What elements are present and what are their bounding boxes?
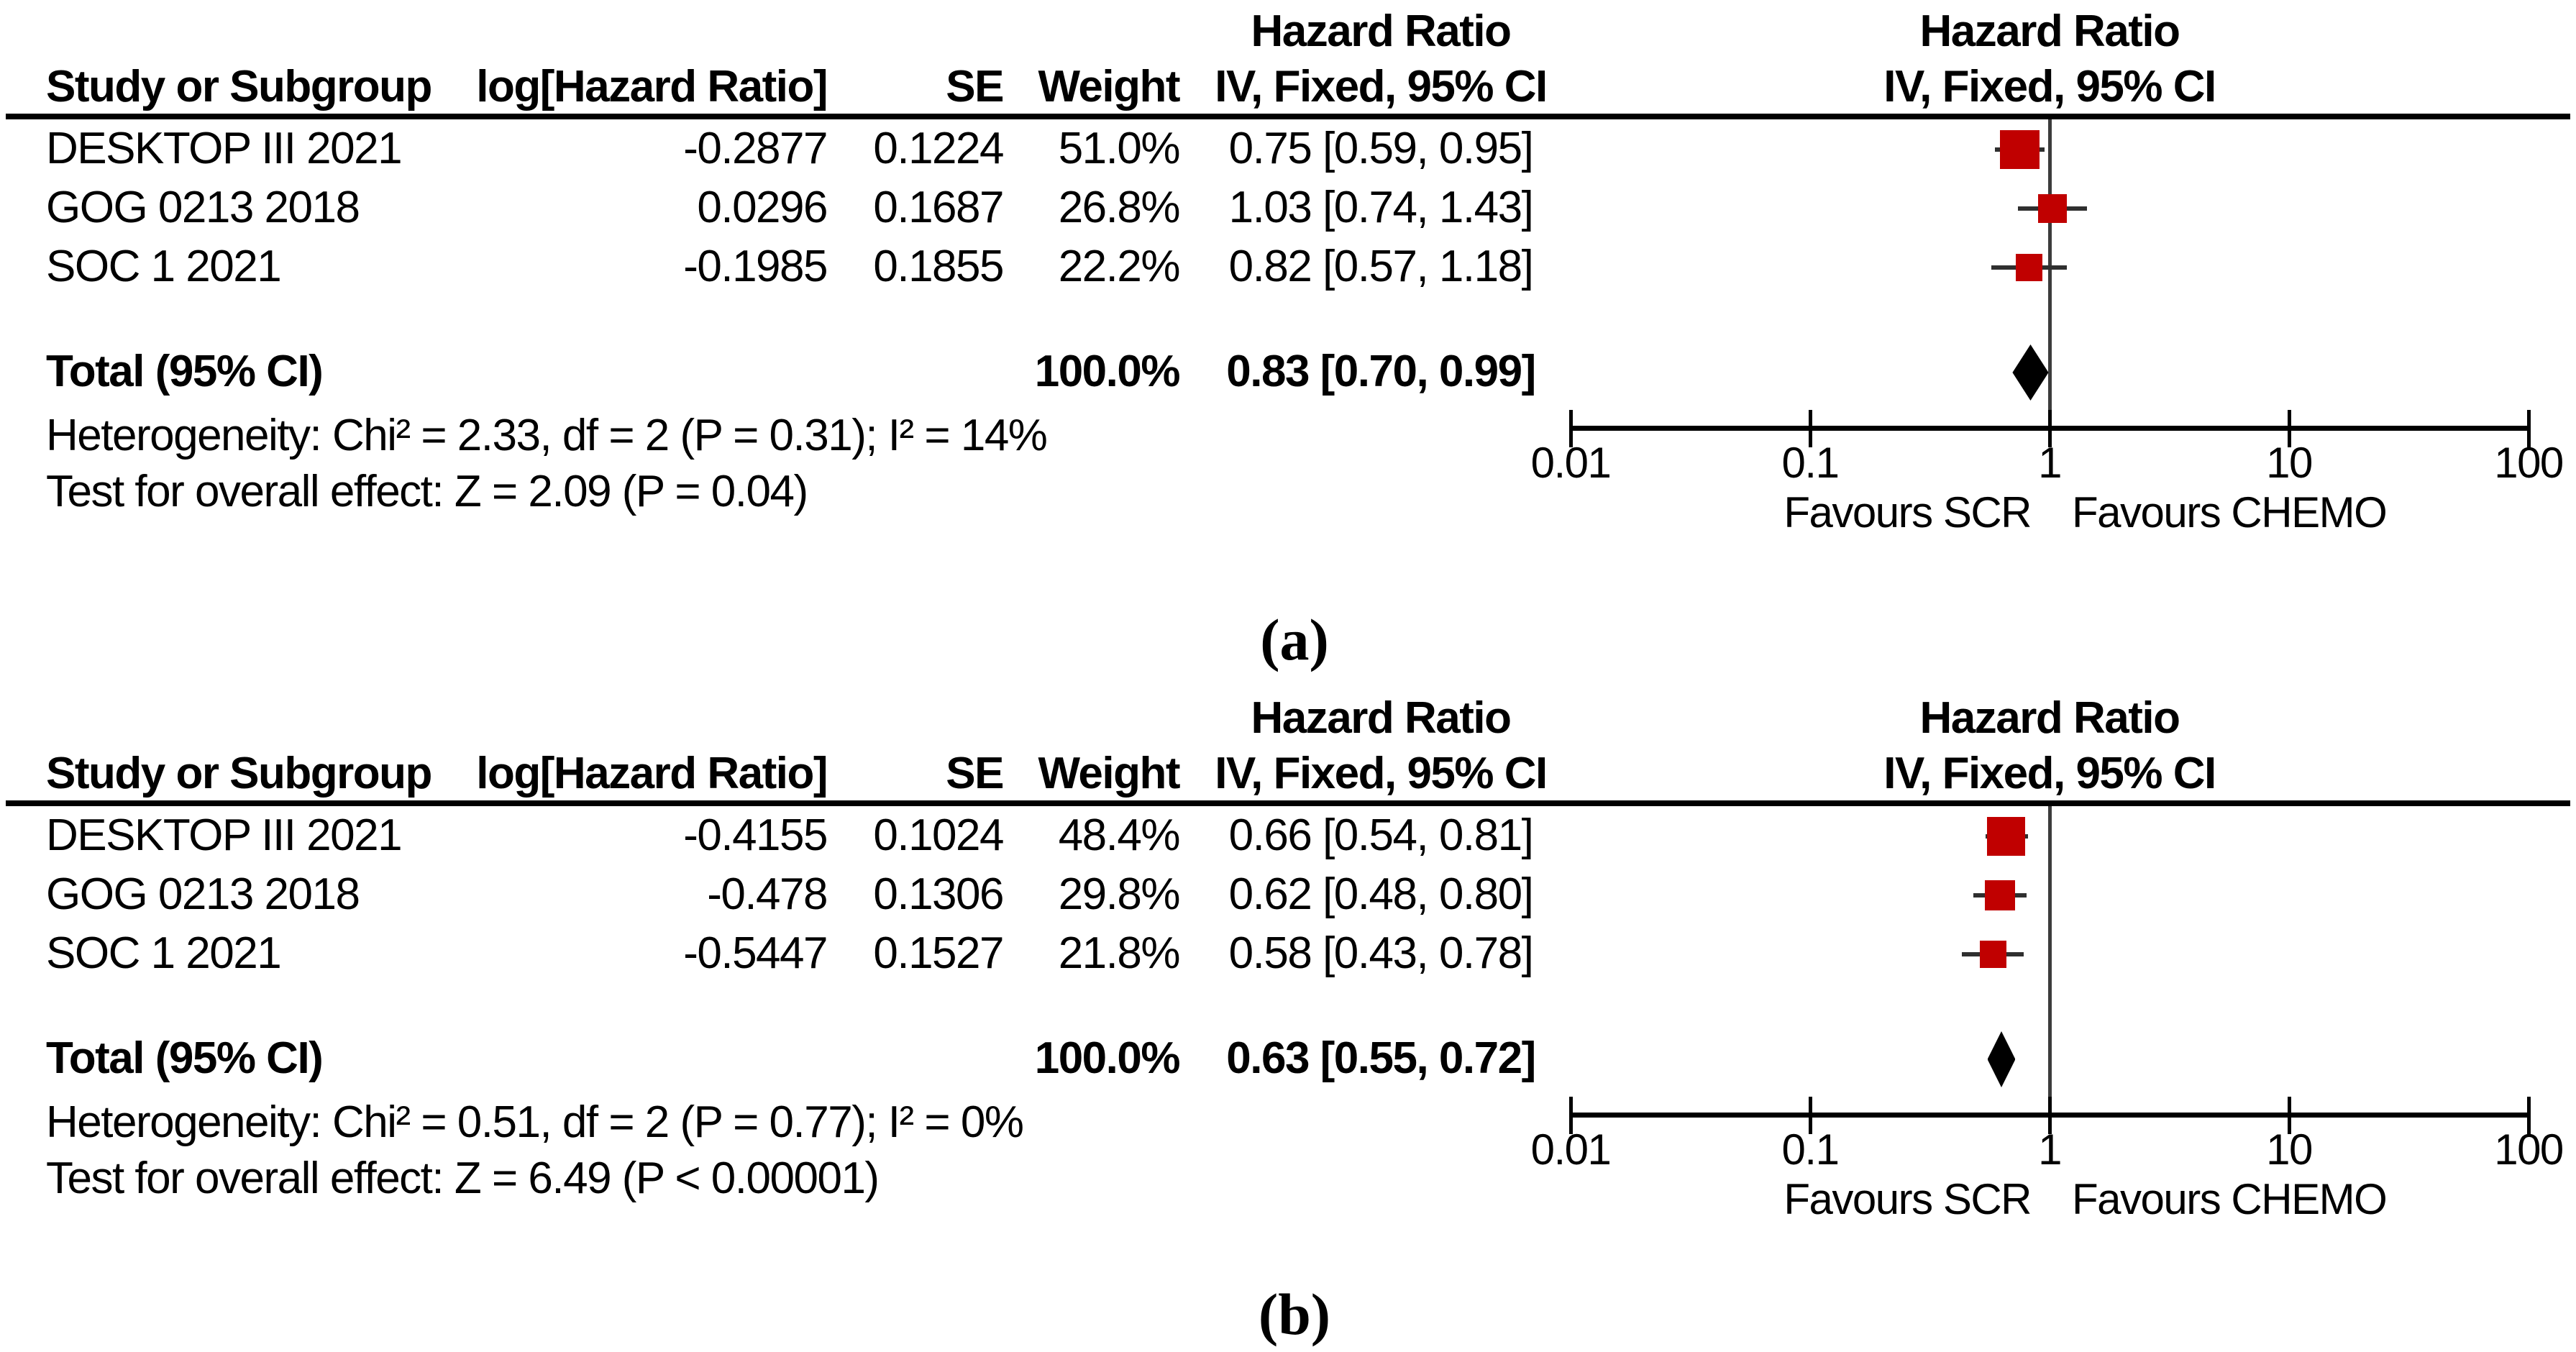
weight-value: 21.8% — [1058, 928, 1181, 978]
hazard-ratio-header-table: Hazard Ratio — [1251, 6, 1512, 56]
weight-value: 48.4% — [1058, 810, 1181, 860]
overall-effect-text: Test for overall effect: Z = 6.49 (P < 0… — [46, 1153, 880, 1203]
favours-chemo-label: Favours CHEMO — [2072, 1174, 2388, 1223]
loghr-column-header: log[Hazard Ratio] — [476, 748, 828, 798]
tick-label: 0.01 — [1530, 438, 1612, 487]
se-value: 0.1024 — [873, 810, 1004, 860]
study-name: GOG 0213 2018 — [46, 182, 360, 232]
se-column-header: SE — [946, 748, 1004, 798]
tick-mark — [2287, 410, 2291, 447]
tick-mark — [2047, 1097, 2052, 1134]
heterogeneity-text: Heterogeneity: Chi² = 2.33, df = 2 (P = … — [46, 410, 1048, 460]
study-column-header: Study or Subgroup — [46, 748, 432, 798]
null-effect-line — [2048, 119, 2052, 426]
total-ci-text: 0.83 [0.70, 0.99] — [1226, 346, 1536, 396]
tick-label: 100 — [2494, 1125, 2564, 1174]
weight-value: 26.8% — [1058, 182, 1181, 232]
se-value: 0.1224 — [873, 123, 1004, 173]
tick-mark — [2526, 410, 2531, 447]
hazard-ratio-header-plot: Hazard Ratio — [1919, 6, 2180, 56]
header-separator-line — [6, 800, 2570, 806]
tick-label: 0.1 — [1781, 438, 1840, 487]
effect-marker — [2038, 193, 2068, 224]
total-ci-text: 0.63 [0.55, 0.72] — [1226, 1033, 1536, 1083]
panel-a-caption: (a) — [1260, 607, 1329, 672]
favours-scr-label: Favours SCR — [1783, 1174, 2032, 1223]
panel-b-caption: (b) — [1258, 1282, 1331, 1347]
heterogeneity-text: Heterogeneity: Chi² = 0.51, df = 2 (P = … — [46, 1097, 1024, 1147]
study-column-header: Study or Subgroup — [46, 61, 432, 111]
pooled-diamond — [1987, 1031, 2016, 1087]
se-value: 0.1527 — [873, 928, 1004, 978]
hazard-ratio-header-table: Hazard Ratio — [1251, 693, 1512, 743]
tick-mark — [2287, 1097, 2291, 1134]
log-hr-value: -0.5447 — [683, 928, 828, 978]
ci-text: 0.62 [0.48, 0.80] — [1228, 869, 1534, 919]
effect-marker — [2000, 129, 2040, 170]
tick-mark — [1808, 1097, 1812, 1134]
weight-value: 22.2% — [1058, 241, 1181, 291]
ci-text: 0.75 [0.59, 0.95] — [1228, 123, 1534, 173]
weight-column-header: Weight — [1038, 61, 1181, 111]
log-hr-value: -0.478 — [707, 869, 828, 919]
effect-marker — [1984, 880, 2015, 910]
hazard-ratio-header-plot: Hazard Ratio — [1919, 693, 2180, 743]
study-name: DESKTOP III 2021 — [46, 123, 403, 173]
ci-text: 1.03 [0.74, 1.43] — [1228, 182, 1534, 232]
study-name: GOG 0213 2018 — [46, 869, 360, 919]
ci-column-header: IV, Fixed, 95% CI — [1215, 61, 1548, 111]
study-name: SOC 1 2021 — [46, 928, 282, 978]
tick-mark — [1568, 1097, 1573, 1134]
total-row-label: Total (95% CI) — [46, 1033, 324, 1083]
weight-column-header: Weight — [1038, 748, 1181, 798]
se-value: 0.1306 — [873, 869, 1004, 919]
tick-mark — [1808, 410, 1812, 447]
se-value: 0.1687 — [873, 182, 1004, 232]
ci-column-header: IV, Fixed, 95% CI — [1215, 748, 1548, 798]
tick-mark — [2047, 410, 2052, 447]
tick-label: 1 — [2038, 1125, 2062, 1174]
favours-scr-label: Favours SCR — [1783, 488, 2032, 536]
ci-text: 0.66 [0.54, 0.81] — [1228, 810, 1534, 860]
loghr-column-header: log[Hazard Ratio] — [476, 61, 828, 111]
ci-text: 0.58 [0.43, 0.78] — [1228, 928, 1534, 978]
tick-label: 10 — [2266, 438, 2313, 487]
tick-label: 0.1 — [1781, 1125, 1840, 1174]
log-hr-value: 0.0296 — [697, 182, 828, 232]
total-weight: 100.0% — [1034, 346, 1181, 396]
ci-plot-header: IV, Fixed, 95% CI — [1883, 61, 2216, 111]
study-name: DESKTOP III 2021 — [46, 810, 403, 860]
log-hr-value: -0.2877 — [683, 123, 828, 173]
se-column-header: SE — [946, 61, 1004, 111]
weight-value: 51.0% — [1058, 123, 1181, 173]
effect-marker — [1979, 941, 2006, 968]
tick-label: 100 — [2494, 438, 2564, 487]
effect-marker — [2015, 254, 2042, 281]
se-value: 0.1855 — [873, 241, 1004, 291]
tick-mark — [1568, 410, 1573, 447]
total-weight: 100.0% — [1034, 1033, 1181, 1083]
tick-label: 1 — [2038, 438, 2062, 487]
tick-label: 0.01 — [1530, 1125, 1612, 1174]
favours-chemo-label: Favours CHEMO — [2072, 488, 2388, 536]
tick-label: 10 — [2266, 1125, 2313, 1174]
effect-marker — [1987, 817, 2026, 856]
overall-effect-text: Test for overall effect: Z = 2.09 (P = 0… — [46, 466, 808, 516]
log-hr-value: -0.1985 — [683, 241, 828, 291]
ci-text: 0.82 [0.57, 1.18] — [1228, 241, 1534, 291]
ci-plot-header: IV, Fixed, 95% CI — [1883, 748, 2216, 798]
study-name: SOC 1 2021 — [46, 241, 282, 291]
header-separator-line — [6, 114, 2570, 119]
tick-mark — [2526, 1097, 2531, 1134]
weight-value: 29.8% — [1058, 869, 1181, 919]
null-effect-line — [2048, 806, 2052, 1113]
total-row-label: Total (95% CI) — [46, 346, 324, 396]
log-hr-value: -0.4155 — [683, 810, 828, 860]
